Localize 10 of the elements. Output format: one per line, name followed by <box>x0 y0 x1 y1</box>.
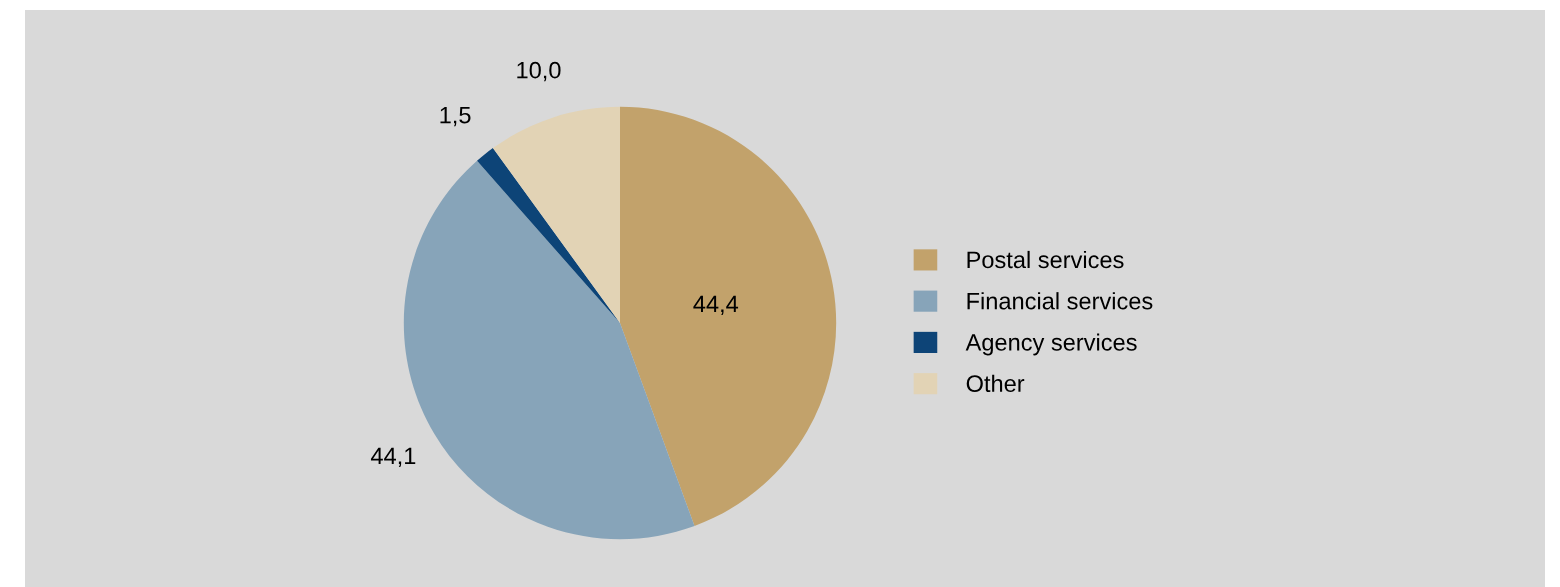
data-label: 10,0 <box>517 61 561 82</box>
legend-label: Agency services <box>965 333 1137 356</box>
data-label: 1,5 <box>440 107 471 127</box>
pie-slice <box>620 106 837 526</box>
legend-label: Financial services <box>967 292 1153 310</box>
legend-label: Other <box>966 374 1025 392</box>
pie-slice <box>492 106 620 323</box>
legend-label: Postal services <box>967 250 1124 269</box>
data-label: 44,1 <box>370 447 416 468</box>
data-label: 44,4 <box>693 295 739 316</box>
